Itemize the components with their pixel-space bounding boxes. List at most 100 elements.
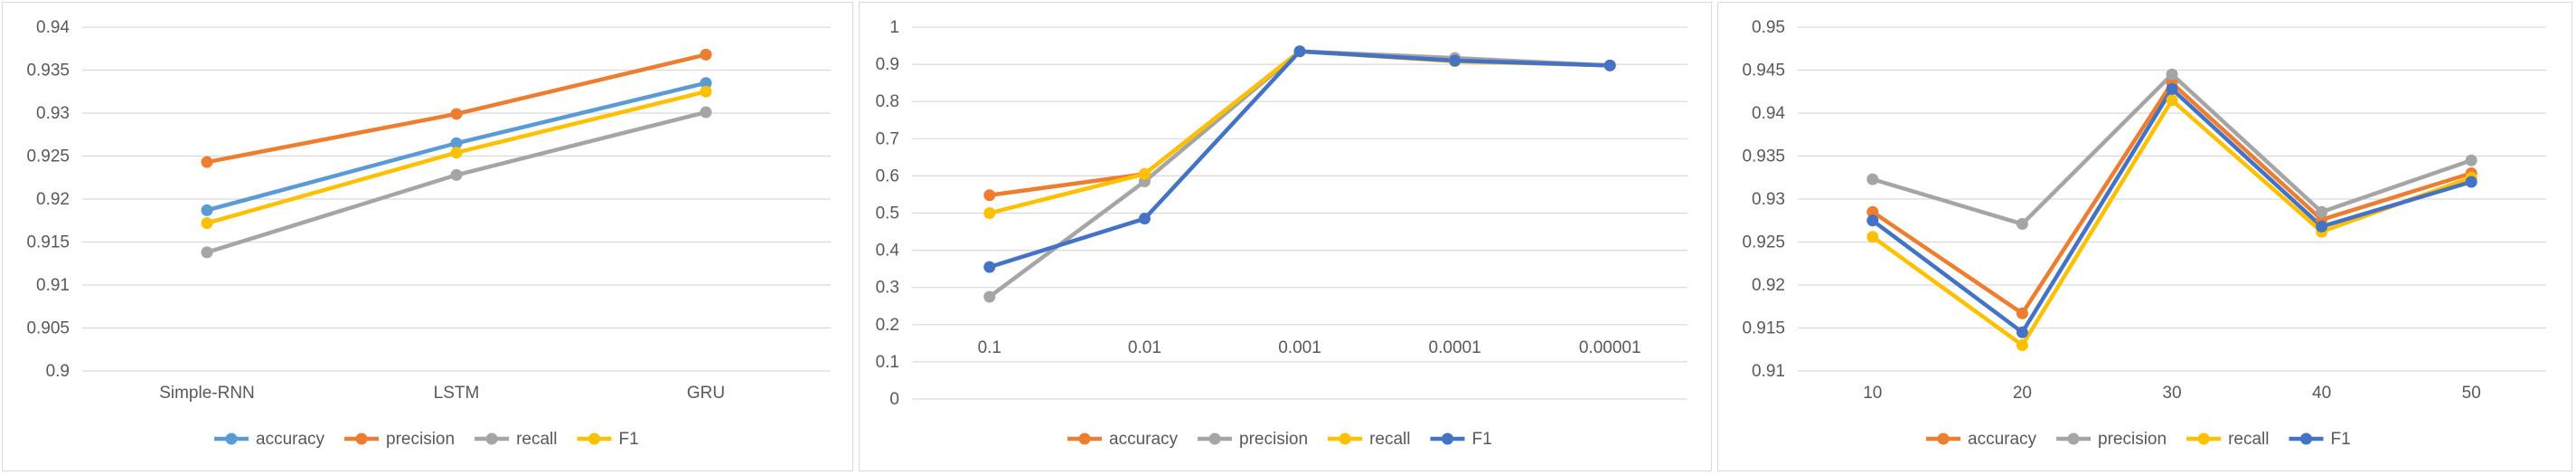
chart-svg-epochs: 0.91 0.915 0.92 0.925 0.93 0.935 0.94 0.945 0.95… <box>1742 18 2546 449</box>
series-line-recall <box>206 109 707 255</box>
series-line-f1 <box>1871 87 2472 335</box>
y-tick-label: 0 <box>889 390 899 409</box>
y-tick-label: 1 <box>889 18 899 37</box>
y-tick-label: 0.6 <box>876 166 899 185</box>
data-point-f1 <box>1603 59 1616 71</box>
data-point-precision <box>2016 218 2028 231</box>
y-tick-label: 0.95 <box>1752 18 1785 37</box>
y-tick-label: 0.7 <box>876 129 899 148</box>
legend-marker-accuracy <box>1078 432 1091 445</box>
chart-panel-epochs: 0.91 0.915 0.92 0.925 0.93 0.935 0.94 0.945 0.95… <box>1717 2 2572 471</box>
data-point-f1 <box>450 147 463 159</box>
chart-svg-learning-rate: 0 0.1 0.2 0.3 0.4 0.5 0.6 0.7 0.8 0.9 1 0.1 0.01 0.00… <box>876 18 1688 449</box>
x-tick-label: 0.001 <box>1278 338 1321 357</box>
legend-marker-recall <box>1339 432 1351 445</box>
data-point-accuracy <box>983 189 996 202</box>
y-tick-label: 0.945 <box>1742 62 1785 81</box>
y-tick-label: 0.8 <box>876 92 899 111</box>
y-tick-label: 0.92 <box>1752 276 1785 295</box>
y-tick-label: 0.94 <box>1752 104 1785 123</box>
data-point-f1 <box>1138 213 1151 225</box>
chart-panel-learning-rate: 0 0.1 0.2 0.3 0.4 0.5 0.6 0.7 0.8 0.9 1 0.1 0.01 0.00… <box>859 2 1712 471</box>
legend-marker-accuracy <box>225 432 238 445</box>
data-point-f1 <box>1293 45 1306 58</box>
data-point-accuracy <box>700 77 712 90</box>
legend-marker-recall <box>485 432 498 445</box>
legend-label-precision: precision <box>386 430 455 449</box>
data-point-f1 <box>1449 54 1462 67</box>
y-tick-label: 0.935 <box>26 62 70 81</box>
data-point-precision <box>1866 173 1879 185</box>
data-point-accuracy <box>201 204 213 216</box>
y-tick-label: 0.905 <box>26 319 70 338</box>
data-point-f1 <box>2016 326 2028 338</box>
legend-label-f1: F1 <box>2330 430 2350 449</box>
data-point-precision <box>201 156 213 168</box>
y-tick-label: 0.915 <box>26 233 70 252</box>
legend-marker-f1 <box>588 432 600 445</box>
data-point-precision <box>2316 205 2328 218</box>
legend-marker-precision <box>1208 432 1221 445</box>
series-line-f1 <box>989 49 1611 270</box>
series-line-accuracy <box>1871 81 2472 316</box>
series-line-accuracy <box>989 49 1611 198</box>
y-tick-label: 0.92 <box>36 190 70 209</box>
data-point-f1 <box>2166 82 2178 95</box>
data-point-recall <box>1138 167 1151 180</box>
data-point-recall <box>201 246 213 259</box>
x-tick-label: 10 <box>1863 384 1882 403</box>
legend-label-recall: recall <box>516 430 557 449</box>
data-point-precision <box>450 108 463 120</box>
legend-marker-accuracy <box>1937 432 1950 445</box>
y-tick-label: 0.5 <box>876 204 899 223</box>
data-point-recall <box>700 106 712 119</box>
y-tick-label: 0.925 <box>1742 233 1785 252</box>
legend-label-recall: recall <box>2228 430 2269 449</box>
legend-label-f1: F1 <box>618 430 638 449</box>
x-tick-label: 20 <box>2013 384 2032 403</box>
y-tick-label: 0.3 <box>876 279 899 298</box>
legend-label-precision: precision <box>2098 430 2167 449</box>
y-tick-label: 0.93 <box>36 104 70 123</box>
data-point-f1 <box>983 261 996 273</box>
data-point-f1 <box>1866 214 1879 227</box>
y-tick-label: 0.4 <box>876 242 900 261</box>
legend-marker-recall <box>2197 432 2210 445</box>
legend-marker-precision <box>355 432 368 445</box>
data-point-recall <box>450 168 463 181</box>
chart-svg-models: 0.9 0.905 0.91 0.915 0.92 0.925 0.93 0.935 0.94 S… <box>26 18 831 449</box>
data-point-recall <box>1866 231 1879 243</box>
legend-label-accuracy: accuracy <box>256 430 325 449</box>
legend-marker-f1 <box>1441 432 1453 445</box>
x-tick-label: LSTM <box>434 384 480 403</box>
x-tick-label: 50 <box>2462 384 2481 403</box>
y-tick-label: 0.2 <box>876 316 899 335</box>
data-point-recall <box>983 207 996 219</box>
x-tick-label: 0.00001 <box>1579 338 1641 357</box>
legend-label-recall: recall <box>1369 430 1410 449</box>
data-point-f1 <box>700 85 712 98</box>
x-tick-label: 0.1 <box>978 338 1001 357</box>
legend-label-precision: precision <box>1239 430 1308 449</box>
series-line-recall <box>1871 98 2472 347</box>
y-tick-label: 0.94 <box>36 18 70 37</box>
chart-panel-models: 0.9 0.905 0.91 0.915 0.92 0.925 0.93 0.935 0.94 S… <box>2 2 853 471</box>
series-line-recall <box>989 49 1611 215</box>
data-point-recall <box>2016 339 2028 351</box>
y-tick-label: 0.9 <box>876 55 899 74</box>
y-tick-label: 0.9 <box>46 362 70 381</box>
series-line-precision <box>988 49 1611 299</box>
legend-label-f1: F1 <box>1471 430 1491 449</box>
y-tick-label: 0.935 <box>1742 147 1785 166</box>
x-tick-label: 40 <box>2312 384 2331 403</box>
data-point-f1 <box>201 217 213 230</box>
x-tick-label: Simple-RNN <box>159 384 255 403</box>
legend-marker-precision <box>2067 432 2080 445</box>
data-point-accuracy <box>450 137 463 149</box>
data-point-accuracy <box>2016 307 2028 319</box>
data-point-recall <box>2166 94 2178 107</box>
x-tick-label: 0.01 <box>1128 338 1161 357</box>
legend-label-accuracy: accuracy <box>1109 430 1179 449</box>
data-point-precision <box>2166 68 2178 81</box>
data-point-precision <box>983 290 996 303</box>
